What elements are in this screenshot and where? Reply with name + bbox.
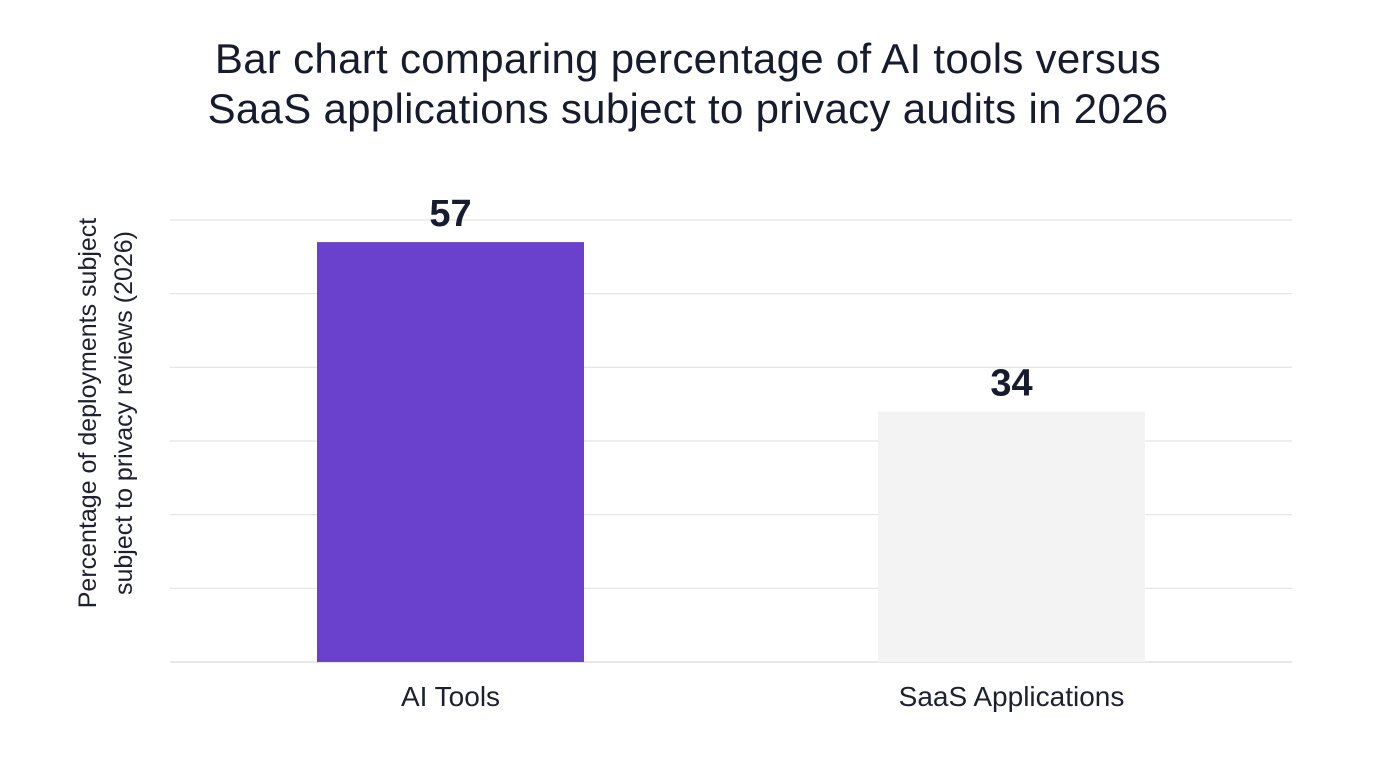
- bar-ai-tools: [317, 242, 584, 662]
- x-tick-label: SaaS Applications: [899, 681, 1125, 712]
- chart-title: Bar chart comparing percentage of AI too…: [0, 34, 1376, 134]
- bar-saas-applications: [878, 411, 1145, 662]
- data-label: 34: [990, 363, 1032, 405]
- data-label: 57: [429, 193, 471, 235]
- x-tick-label: AI Tools: [401, 681, 500, 712]
- chart-title-line-1: Bar chart comparing percentage of AI too…: [214, 35, 1162, 82]
- chart-title-line-2: SaaS applications subject to privacy aud…: [207, 85, 1169, 132]
